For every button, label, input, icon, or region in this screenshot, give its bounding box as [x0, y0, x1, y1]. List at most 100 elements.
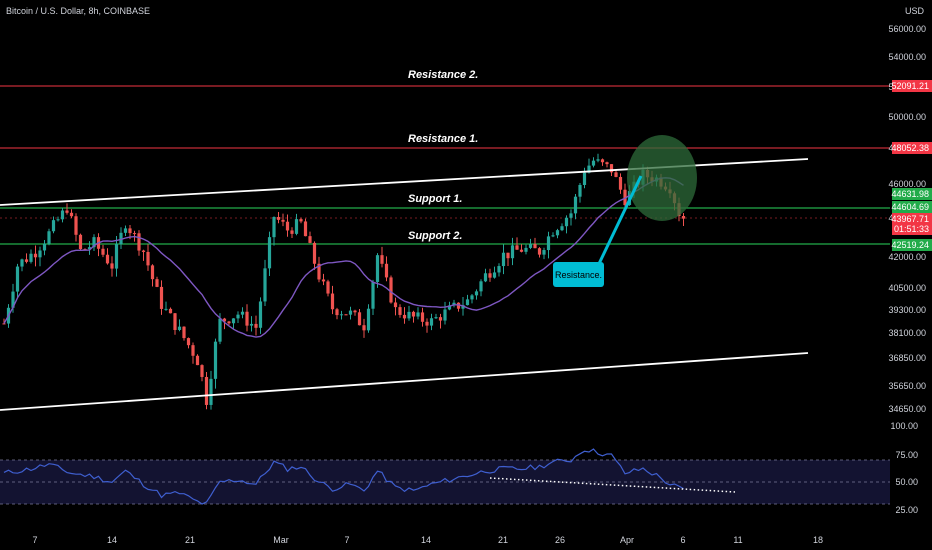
- candle-body: [182, 326, 186, 339]
- candle-body: [533, 244, 537, 249]
- candle-body: [47, 231, 51, 244]
- candle-body: [312, 242, 317, 264]
- price-tick-label: 35650.00: [888, 381, 926, 391]
- callout-pointer: [594, 175, 643, 271]
- candle-body: [191, 345, 195, 356]
- time-tick-label: 14: [107, 535, 117, 545]
- price-tag-label: 48052.38: [891, 143, 929, 153]
- price-tick-label: 56000.00: [888, 24, 926, 34]
- price-tag-r2: [892, 80, 932, 92]
- candle-body: [299, 219, 303, 222]
- candle-body: [308, 236, 312, 243]
- currency-label: USD: [905, 6, 925, 16]
- candle-body: [402, 314, 407, 319]
- rsi-tick-label: 25.00: [895, 505, 918, 515]
- candle-body: [407, 311, 411, 319]
- candle-body: [474, 291, 479, 296]
- price-tick-label: 36850.00: [888, 353, 926, 363]
- candle-body: [681, 215, 686, 219]
- candle-body: [56, 219, 60, 221]
- candle-body: [87, 247, 92, 250]
- candle-body: [393, 302, 398, 308]
- candle-body: [285, 221, 290, 231]
- price-tick-label: 50000.00: [888, 112, 926, 122]
- candle-body: [465, 299, 470, 306]
- price-tag-label: 43967.71: [891, 214, 929, 224]
- candle-body: [132, 233, 137, 235]
- candle-body: [519, 249, 524, 252]
- candle-body: [438, 317, 443, 321]
- candle-body: [159, 286, 164, 309]
- candle-body: [123, 228, 128, 233]
- candle-body: [326, 281, 330, 294]
- rsi-tick-label: 75.00: [895, 450, 918, 460]
- price-tick-label: 34650.00: [888, 404, 926, 414]
- candle-body: [564, 217, 569, 227]
- time-axis[interactable]: 7 14 21 Mar 7 14 21 26 Apr 6 11 18: [32, 535, 823, 545]
- candle-body: [173, 313, 177, 330]
- price-tag-label: 44604.69: [891, 202, 929, 212]
- rsi-divergence-line[interactable]: [489, 477, 736, 493]
- candle-body: [200, 365, 204, 377]
- candle-body: [483, 273, 488, 282]
- candle-body: [110, 263, 114, 269]
- rsi-tick-label: 100.00: [890, 421, 918, 431]
- candle-body: [69, 212, 74, 217]
- candle-body: [492, 272, 497, 278]
- candle-body: [380, 255, 384, 264]
- moving-average-line: [3, 177, 684, 338]
- candle-body: [389, 277, 393, 303]
- price-tick-label: 38100.00: [888, 328, 926, 338]
- time-tick-label: 7: [32, 535, 37, 545]
- time-tick-label: Apr: [620, 535, 634, 545]
- highlight-circle[interactable]: [627, 135, 697, 221]
- price-tag-s1b: [892, 201, 932, 213]
- price-tag-s2: [892, 239, 932, 251]
- price-tick-label: 42000.00: [888, 252, 926, 262]
- candle-body: [146, 251, 150, 266]
- candle-body: [546, 236, 551, 251]
- price-tag-last: [892, 213, 932, 225]
- support-2-label: Support 2.: [408, 230, 462, 242]
- candle-body: [384, 263, 389, 278]
- price-tag-label: 52091.21: [891, 81, 929, 91]
- candle-body: [420, 312, 425, 322]
- candle-body: [137, 233, 141, 251]
- candle-body: [249, 323, 254, 326]
- time-tick-label: 11: [733, 535, 742, 545]
- candle-body: [569, 213, 573, 218]
- candle-body: [443, 309, 447, 321]
- candle-body: [222, 318, 227, 322]
- resistance-2-label: Resistance 2.: [408, 69, 478, 81]
- candle-body: [177, 326, 182, 330]
- channel-lower-line[interactable]: [0, 352, 809, 411]
- candle-body: [281, 219, 285, 222]
- candle-body: [105, 254, 110, 264]
- candle-body: [128, 228, 132, 234]
- price-tick-label: 39300.00: [888, 305, 926, 315]
- candle-body: [204, 376, 209, 405]
- candle-body: [456, 302, 461, 309]
- candle-body: [515, 245, 519, 250]
- candle-body: [573, 196, 578, 214]
- candle-body: [92, 237, 96, 248]
- candle-body: [276, 217, 281, 220]
- candle-body: [353, 310, 357, 313]
- candle-body: [357, 312, 362, 326]
- resistance-1-label: Resistance 1.: [408, 133, 478, 145]
- price-tag-label: 01:51:33: [894, 224, 929, 234]
- callout-box[interactable]: [553, 262, 604, 287]
- candle-body: [231, 318, 236, 324]
- candle-body: [213, 341, 218, 379]
- time-tick-label: 21: [498, 535, 508, 545]
- candle-body: [488, 273, 492, 278]
- candle-body: [263, 268, 267, 302]
- candle-body: [51, 220, 56, 232]
- candle-body: [375, 255, 380, 282]
- candle-body: [591, 160, 596, 166]
- candle-body: [186, 338, 191, 346]
- candle-body: [240, 311, 245, 315]
- candle-body: [398, 307, 402, 315]
- candle-body: [362, 325, 366, 331]
